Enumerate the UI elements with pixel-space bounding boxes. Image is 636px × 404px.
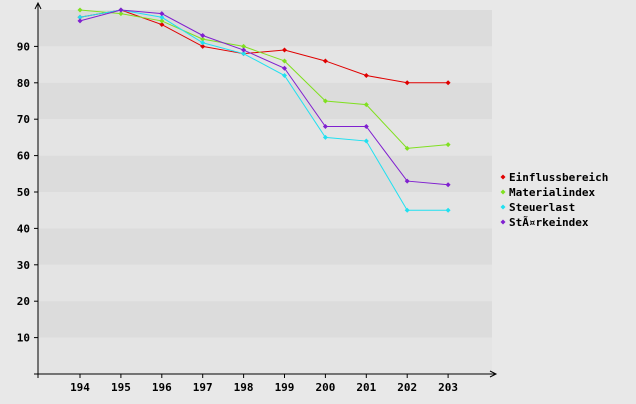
- legend-marker: [500, 204, 506, 210]
- data-point: [159, 14, 165, 20]
- data-point: [363, 73, 369, 79]
- legend: Einflussbereich Materialindex Steuerlast St…: [500, 171, 608, 229]
- data-point: [118, 7, 124, 13]
- y-tick-label: 60: [17, 150, 30, 163]
- data-point: [200, 36, 206, 42]
- grid-band: [38, 82, 492, 120]
- data-point: [445, 80, 451, 86]
- x-tick-label: 202: [397, 381, 417, 394]
- data-point: [282, 47, 287, 53]
- data-point: [77, 14, 83, 20]
- grid-band: [38, 264, 492, 302]
- axes: [34, 1, 498, 378]
- series-st-rkeindex: [77, 7, 451, 188]
- data-point: [404, 178, 410, 184]
- grid-band: [38, 228, 492, 265]
- x-tick-label: 201: [356, 381, 376, 394]
- x-tick-label: 196: [152, 381, 172, 394]
- data-point: [159, 22, 165, 28]
- series-line: [79, 9, 449, 186]
- y-tick-label: 20: [17, 295, 30, 308]
- y-tick-label: 70: [17, 113, 30, 126]
- data-point: [363, 123, 369, 129]
- data-point: [404, 207, 410, 213]
- series-lines: [77, 7, 451, 213]
- data-point: [241, 51, 247, 57]
- x-tick-label: 197: [193, 381, 213, 394]
- x-axis-tick-labels: 194 195 196 197 198 199 200 201 202 203: [70, 381, 458, 394]
- data-point: [118, 11, 124, 17]
- y-axis-tick-labels: 10 20 30 40 50 60 70 80 90: [17, 40, 30, 344]
- series-line: [79, 9, 449, 211]
- y-tick-label: 90: [17, 40, 30, 53]
- legend-label: Einflussbereich: [509, 171, 608, 184]
- data-point: [77, 18, 83, 24]
- data-point: [322, 58, 328, 64]
- series-materialindex: [77, 7, 451, 151]
- data-point: [159, 18, 165, 24]
- data-point: [282, 65, 287, 71]
- y-tick-label: 40: [17, 222, 30, 235]
- data-point: [282, 58, 287, 64]
- grid-band: [38, 155, 492, 192]
- y-tick-label: 10: [17, 332, 30, 345]
- data-point: [159, 11, 165, 17]
- data-point: [322, 123, 328, 129]
- data-point: [404, 145, 410, 151]
- data-point: [200, 43, 206, 49]
- data-point: [445, 182, 451, 188]
- x-tick-label: 203: [438, 381, 458, 394]
- data-point: [363, 138, 369, 144]
- data-point: [445, 207, 451, 213]
- x-tick-label: 199: [275, 381, 295, 394]
- data-point: [77, 7, 83, 13]
- series-line: [79, 9, 449, 149]
- grid-band: [38, 337, 492, 374]
- data-point: [200, 32, 206, 38]
- data-point: [363, 102, 369, 108]
- data-point: [445, 142, 451, 148]
- grid-band: [38, 301, 492, 338]
- legend-marker: [500, 174, 506, 180]
- grid-band: [38, 10, 492, 47]
- data-point: [322, 98, 328, 104]
- legend-label: StÃ¤rkeindex: [509, 216, 589, 229]
- legend-marker: [500, 219, 506, 225]
- data-point: [200, 40, 206, 46]
- x-tick-label: 195: [111, 381, 131, 394]
- x-tick-label: 198: [234, 381, 254, 394]
- legend-marker: [500, 189, 506, 195]
- x-tick-label: 200: [315, 381, 335, 394]
- y-tick-label: 50: [17, 186, 30, 199]
- data-point: [241, 43, 247, 49]
- data-point: [322, 134, 328, 140]
- y-axis-arrow: [34, 1, 42, 10]
- legend-label: Materialindex: [509, 186, 595, 199]
- data-point: [282, 73, 287, 79]
- x-tick-label: 194: [70, 381, 90, 394]
- grid-band: [38, 119, 492, 156]
- y-tick-label: 80: [17, 77, 30, 90]
- x-axis-arrow: [489, 370, 498, 378]
- data-point: [241, 47, 247, 53]
- data-point: [404, 80, 410, 86]
- legend-label: Steuerlast: [509, 201, 575, 214]
- y-tick-label: 30: [17, 259, 30, 272]
